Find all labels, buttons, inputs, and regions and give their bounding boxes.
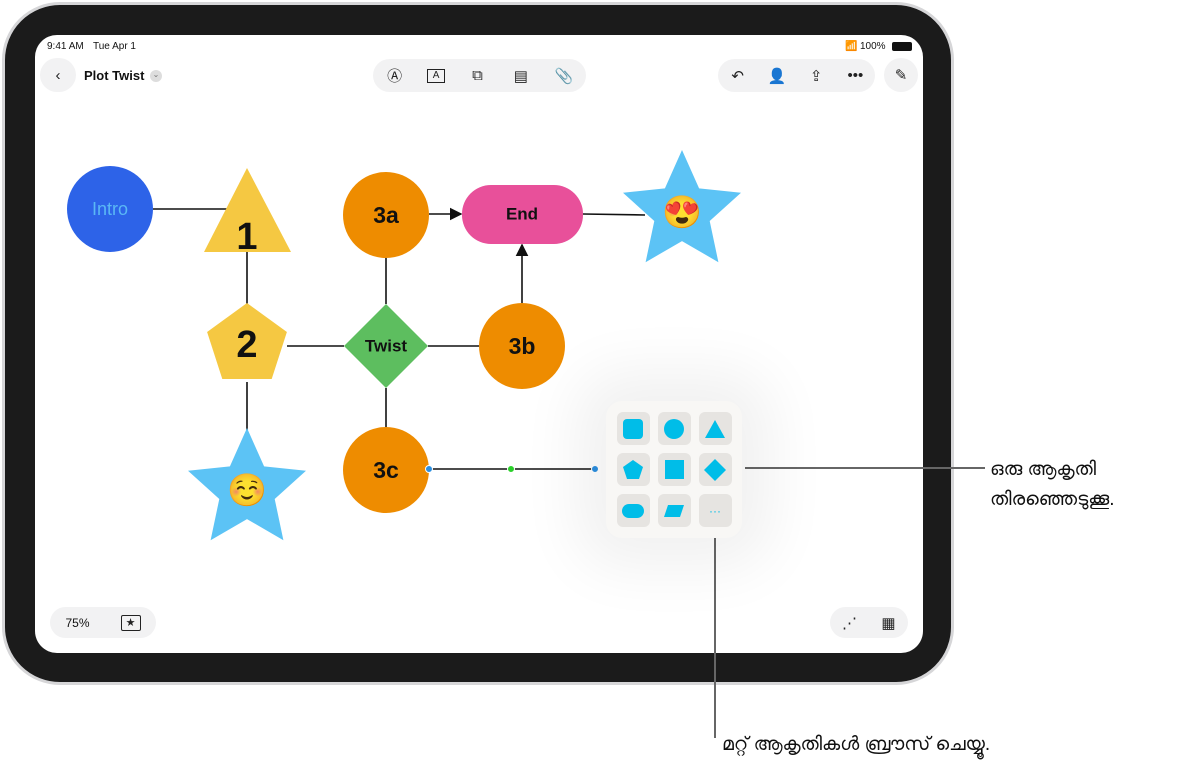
shape-square[interactable] <box>657 453 691 486</box>
sticky-note-icon[interactable]: ▤ <box>513 67 528 85</box>
connector[interactable] <box>582 213 646 216</box>
node-label: 3c <box>373 457 399 483</box>
title-menu-chevron-icon[interactable]: ⌄ <box>150 70 162 82</box>
compose-icon: ✎ <box>894 67 908 84</box>
view-controls: ⋰ ▦ <box>830 607 908 638</box>
connector-midpoint-handle[interactable] <box>507 465 515 473</box>
node-triangle[interactable] <box>204 168 291 252</box>
shape-rounded-square[interactable] <box>616 412 650 445</box>
node-circle[interactable] <box>343 427 429 513</box>
undo-icon[interactable]: ↶ <box>731 67 744 85</box>
node-pentagon[interactable] <box>207 303 287 379</box>
chevron-left-icon: ‹ <box>55 66 61 84</box>
node-star[interactable] <box>623 150 741 263</box>
zoom-level[interactable]: 75% <box>65 615 90 630</box>
status-date: Tue Apr 1 <box>93 41 136 52</box>
node-label: 3b <box>509 333 536 359</box>
node-label: ☺️ <box>227 472 267 508</box>
more-icon[interactable]: ••• <box>847 67 864 84</box>
node-circle[interactable] <box>479 303 565 389</box>
freeform-screen: 9:41 AM Tue Apr 1 📶 100% ‹ Plot Twist ⌄ … <box>35 35 923 653</box>
shape-triangle[interactable] <box>698 412 732 445</box>
collaboration-icon[interactable]: 👤 <box>767 67 787 85</box>
node-diamond[interactable] <box>344 304 428 388</box>
share-icon[interactable]: ⇪ <box>809 67 823 85</box>
shape-pill[interactable] <box>616 494 650 527</box>
battery-level: 100% <box>860 41 886 52</box>
shape-picker-popup: ··· <box>606 401 742 538</box>
battery-icon <box>892 42 912 51</box>
node-label: Intro <box>92 199 128 219</box>
more-shapes-button[interactable]: ··· <box>698 494 732 527</box>
node-label: 3a <box>373 202 399 228</box>
status-time: 9:41 AM <box>47 41 84 52</box>
text-box-icon[interactable]: A <box>427 68 446 83</box>
node-star[interactable] <box>188 428 306 541</box>
connector-handle[interactable] <box>591 465 599 473</box>
node-pill[interactable] <box>462 185 583 244</box>
center-toolbar: Ⓐ A ⧉ ▤ 📎 <box>373 59 586 92</box>
node-label: 1 <box>236 216 257 258</box>
callout-choose-shape: ഒരു ആകൃതി തിരഞ്ഞെടുക്കൂ. <box>990 459 1115 510</box>
node-label: 2 <box>236 324 257 366</box>
attachment-icon[interactable]: 📎 <box>554 67 574 85</box>
connector-handle[interactable] <box>425 465 433 473</box>
zoom-controls: 75% ★ <box>50 607 156 638</box>
right-toolbar: ↶ 👤 ⇪ ••• <box>718 59 875 92</box>
wifi-icon: 📶 <box>845 41 858 52</box>
shape-pentagon[interactable] <box>616 453 650 486</box>
shape-diamond[interactable] <box>698 453 732 486</box>
shape-parallelogram[interactable] <box>657 494 691 527</box>
pen-icon[interactable]: Ⓐ <box>387 68 403 85</box>
connectors <box>153 207 646 470</box>
shape-circle[interactable] <box>657 412 691 445</box>
document-title[interactable]: Plot Twist <box>84 68 145 83</box>
node-circle[interactable] <box>67 166 153 252</box>
node-circle[interactable] <box>343 172 429 258</box>
compose-button[interactable]: ✎ <box>884 58 918 92</box>
grid-icon[interactable]: ▦ <box>881 614 896 632</box>
node-label: 😍 <box>662 194 702 230</box>
back-button[interactable]: ‹ <box>40 58 76 92</box>
connection-icon[interactable]: ⋰ <box>842 614 857 632</box>
callout-browse-more: മറ്റ് ആകൃതികൾ ബ്രൗസ് ചെയ്യൂ. <box>722 734 991 755</box>
node-label: Twist <box>365 337 408 356</box>
node-label: End <box>506 205 538 224</box>
star-icon[interactable]: ★ <box>120 614 141 631</box>
shapes-icon[interactable]: ⧉ <box>472 67 483 84</box>
